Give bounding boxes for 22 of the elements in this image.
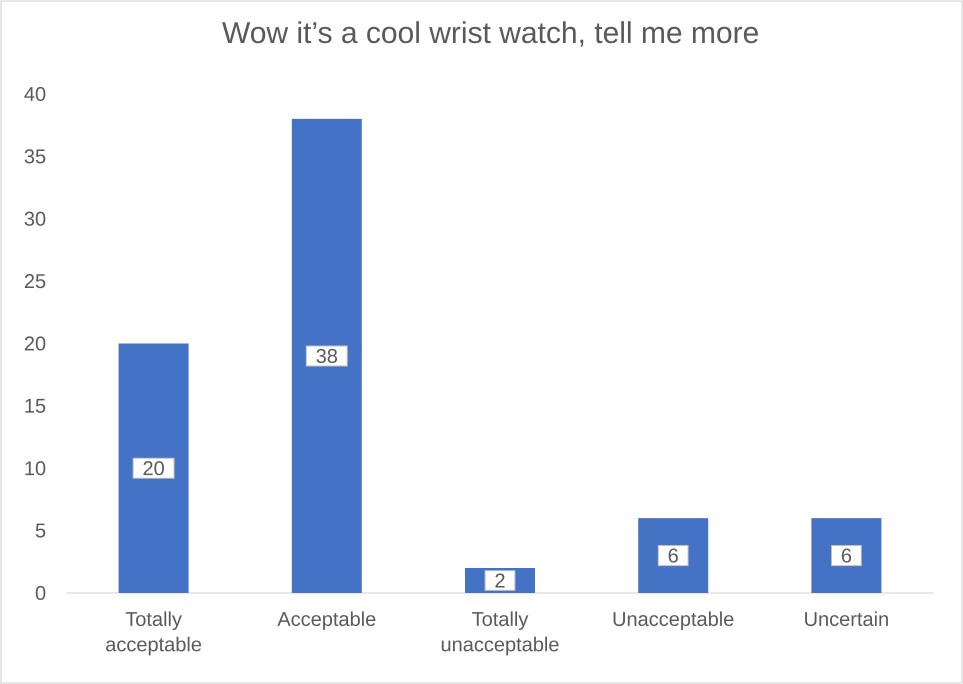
x-tick-label: Totally acceptable [106,611,202,656]
chart-title: Wow it’s a cool wrist watch, tell me more [222,21,758,47]
data-label: 6 [842,548,852,563]
y-tick-label: 40 [24,86,46,102]
bar [292,118,362,593]
bar [118,343,189,593]
x-tick-label: Uncertain [805,611,888,626]
data-label: 38 [316,348,338,364]
y-tick-label: 5 [36,524,46,538]
x-tick-label: Unacceptable [614,611,734,630]
data-label: 2 [495,574,505,588]
y-tick-label: 30 [24,212,46,226]
data-label: 6 [668,548,678,563]
data-label: 20 [143,461,164,476]
y-tick-label: 0 [36,586,46,600]
x-tick-label: Totally unacceptable [442,611,559,656]
y-tick-label: 35 [24,149,46,164]
y-tick-label: 10 [25,461,46,476]
y-tick-label: 15 [25,398,46,413]
y-tick-label: 20 [24,336,46,351]
x-tick-label: Acceptable [277,611,376,630]
y-tick-label: 25 [24,274,46,288]
